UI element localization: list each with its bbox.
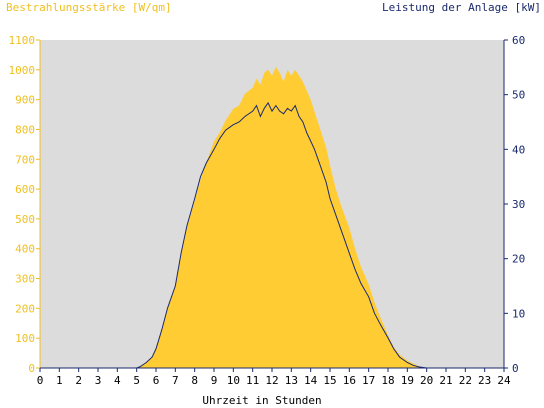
x-tick-label: 10 xyxy=(227,374,240,387)
x-tick-label: 6 xyxy=(153,374,160,387)
left-axis-title: Bestrahlungsstärke [W/qm] xyxy=(6,1,172,14)
x-tick-label: 14 xyxy=(304,374,318,387)
left-tick-label: 1000 xyxy=(9,64,36,77)
series-layer xyxy=(40,66,504,369)
x-tick-label: 18 xyxy=(381,374,394,387)
x-tick-label: 24 xyxy=(497,374,511,387)
left-tick-label: 700 xyxy=(15,153,35,166)
left-tick-group: 0 100 200 300 400 500 600 700 800 900 1000 1100 xyxy=(9,34,40,375)
left-tick-label: 200 xyxy=(15,302,35,315)
x-tick-label: 12 xyxy=(265,374,278,387)
left-tick-label: 400 xyxy=(15,243,35,256)
x-tick-label: 22 xyxy=(459,374,472,387)
right-tick-group: 0 10 20 30 40 50 60 xyxy=(504,34,525,375)
x-tick-label: 23 xyxy=(478,374,491,387)
x-tick-label: 2 xyxy=(75,374,82,387)
x-axis-title: Uhrzeit in Stunden xyxy=(202,394,321,407)
right-tick-label: 20 xyxy=(512,253,525,266)
x-tick-group: 0 1 2 3 4 5 6 7 8 9 10 11 12 13 14 15 16 17 18 19 20 21 22 23 24 xyxy=(37,368,511,387)
left-tick-label: 100 xyxy=(15,332,35,345)
x-tick-label: 8 xyxy=(191,374,198,387)
right-tick-label: 0 xyxy=(512,362,519,375)
left-tick-label: 800 xyxy=(15,123,35,136)
x-tick-label: 16 xyxy=(343,374,356,387)
power-line xyxy=(40,101,504,369)
x-tick-label: 21 xyxy=(439,374,452,387)
left-tick-label: 900 xyxy=(15,94,35,107)
x-tick-label: 15 xyxy=(323,374,336,387)
right-tick-label: 30 xyxy=(512,198,525,211)
x-tick-label: 11 xyxy=(246,374,259,387)
right-tick-label: 40 xyxy=(512,143,525,156)
left-tick-label: 500 xyxy=(15,213,35,226)
right-tick-label: 10 xyxy=(512,307,525,320)
left-tick-label: 600 xyxy=(15,183,35,196)
x-tick-label: 20 xyxy=(420,374,433,387)
x-tick-label: 0 xyxy=(37,374,44,387)
x-tick-label: 7 xyxy=(172,374,179,387)
x-tick-label: 5 xyxy=(133,374,140,387)
right-axis-title: Leistung der Anlage [kW] xyxy=(382,1,541,14)
left-tick-label: 0 xyxy=(28,362,35,375)
x-tick-label: 9 xyxy=(211,374,218,387)
irradiance-area xyxy=(40,66,504,369)
x-tick-label: 13 xyxy=(285,374,298,387)
left-tick-label: 1100 xyxy=(9,34,36,47)
right-tick-label: 50 xyxy=(512,89,525,102)
right-tick-label: 60 xyxy=(512,34,525,47)
x-tick-label: 1 xyxy=(56,374,63,387)
x-tick-label: 17 xyxy=(362,374,375,387)
x-tick-label: 19 xyxy=(401,374,414,387)
x-tick-label: 4 xyxy=(114,374,121,387)
x-tick-label: 3 xyxy=(95,374,102,387)
left-tick-label: 300 xyxy=(15,273,35,286)
